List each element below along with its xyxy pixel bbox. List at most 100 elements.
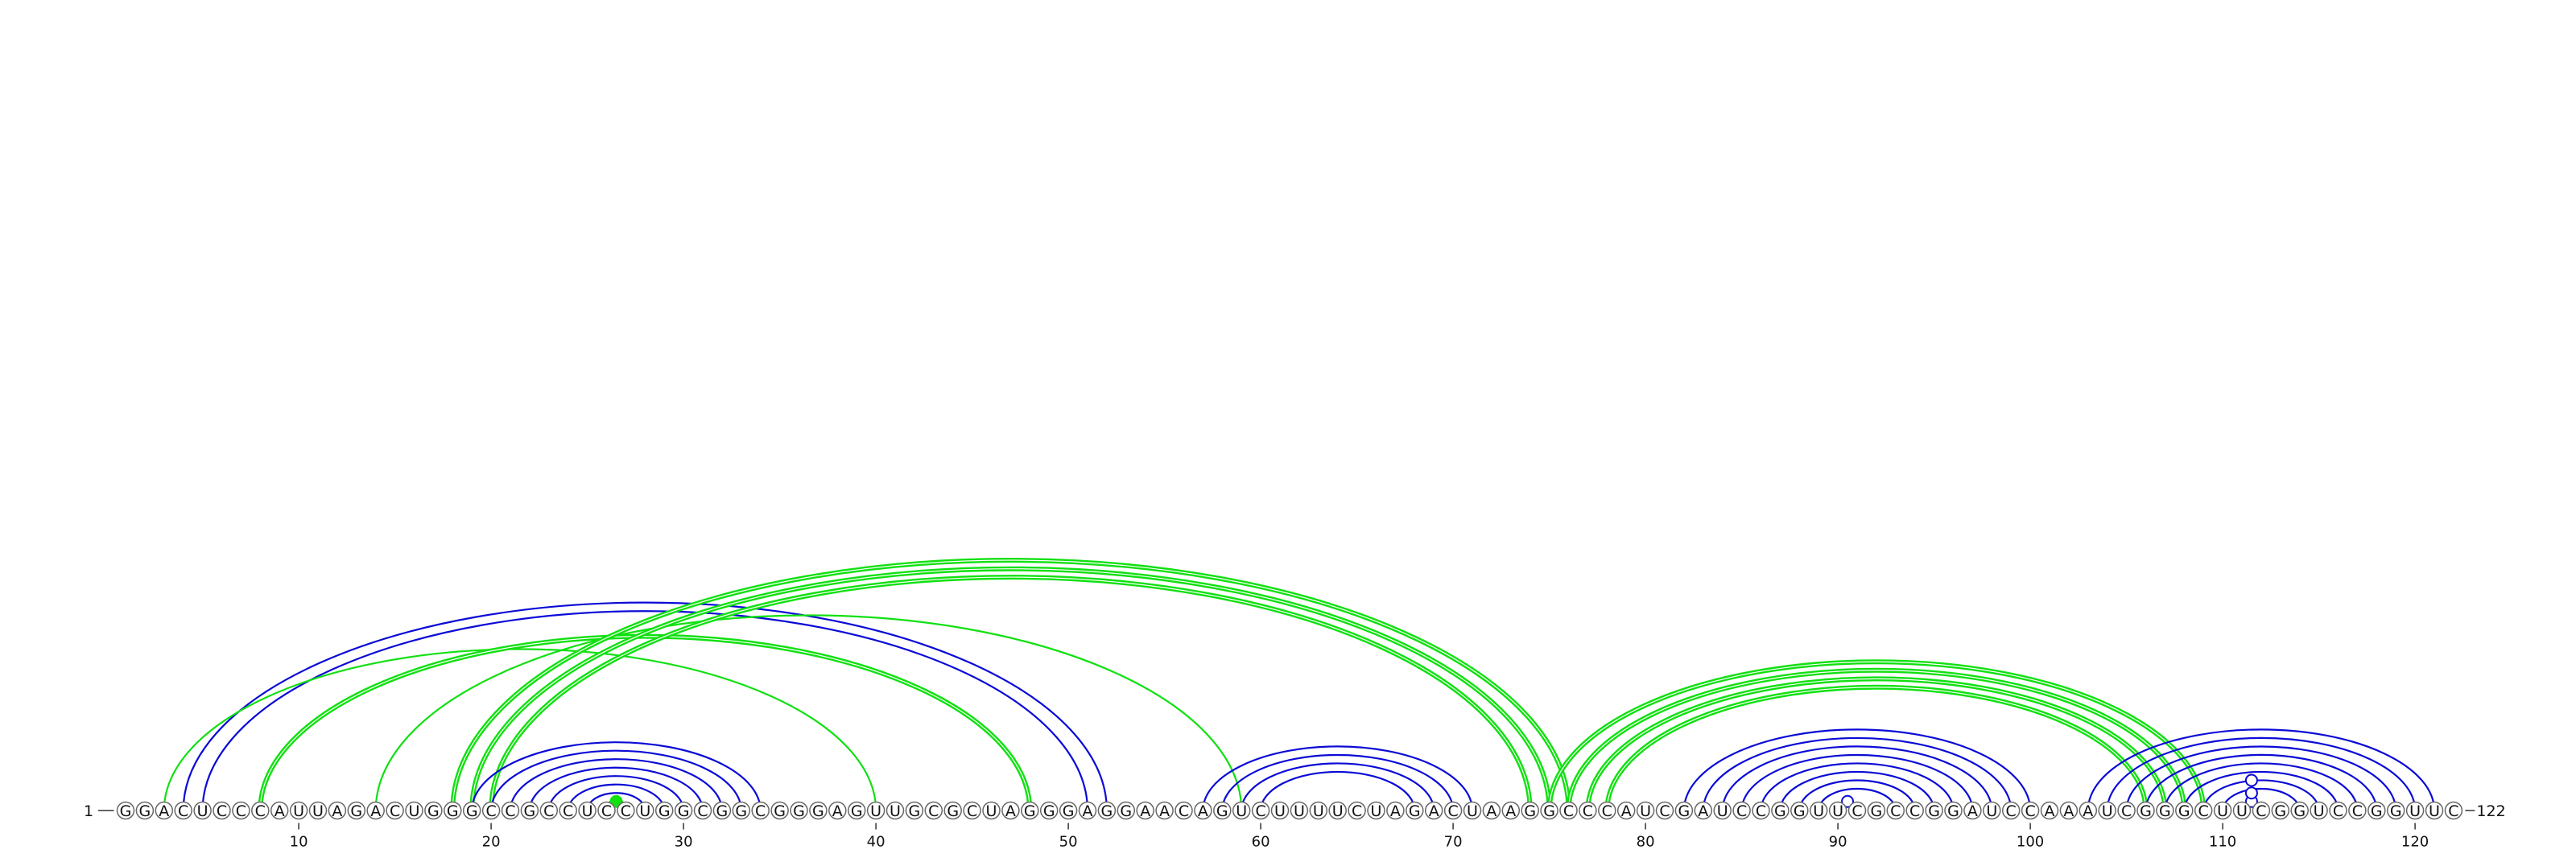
arc-75-109	[1546, 659, 2207, 811]
arc-85-97	[1740, 753, 1974, 811]
nucleotide-circle-16	[405, 801, 423, 820]
nucleotide-79: A	[1621, 802, 1632, 820]
nucleotide-circle-110	[2213, 801, 2232, 820]
nucleotide-66: U	[1371, 802, 1382, 820]
nucleotide-69: A	[1429, 802, 1439, 820]
nucleotide-circle-49	[1039, 801, 1059, 820]
nucleotide-circle-42	[905, 801, 924, 820]
nucleotide-circle-122	[2444, 801, 2463, 820]
nucleotide-14: A	[370, 802, 381, 820]
nucleotide-84: U	[1717, 802, 1728, 820]
nucleotide-circle-37	[809, 801, 828, 820]
nucleotide-22: G	[524, 802, 536, 820]
tick-label-120: 120	[2401, 834, 2429, 851]
arc-20-33	[490, 749, 742, 811]
tick-label-80: 80	[1637, 834, 1655, 851]
arc-86-96	[1760, 762, 1955, 811]
nucleotide-circle-48	[1021, 801, 1039, 820]
nucleotide-circle-57	[1194, 801, 1212, 820]
nucleotide-87: G	[1774, 802, 1786, 820]
arc-84-98	[1721, 745, 1993, 811]
arc-19-75	[469, 566, 1552, 811]
nucleotide-circle-50	[1059, 801, 1078, 820]
nucleotide-circle-64	[1328, 801, 1347, 820]
nucleotide-35: G	[774, 802, 786, 820]
nucleotide-circle-14	[366, 801, 385, 820]
nucleotide-circle-40	[866, 801, 886, 820]
nucleotide-5: U	[197, 802, 208, 820]
nucleotide-circle-70	[1443, 801, 1463, 820]
nucleotide-101: A	[2045, 802, 2055, 820]
nucleotide-65: C	[1352, 802, 1362, 820]
nucleotide-24: C	[563, 802, 573, 820]
nucleotide-3: A	[159, 802, 169, 820]
nucleotide-circle-99	[2001, 801, 2021, 820]
nucleotide-circle-27	[617, 801, 635, 820]
arc-89-93	[1818, 787, 1897, 811]
nucleotide-64: U	[1332, 802, 1344, 820]
nucleotide-circle-113	[2271, 801, 2290, 820]
nucleotide-circle-114	[2290, 801, 2309, 820]
arc-104-120	[2106, 736, 2417, 811]
nucleotide-13: G	[350, 802, 362, 820]
nucleotide-circle-86	[1752, 801, 1770, 820]
nucleotide-80: U	[1640, 802, 1651, 820]
nucleotide-circle-20	[481, 801, 501, 820]
arc-18-76	[450, 558, 1571, 811]
nucleotide-circle-115	[2310, 801, 2328, 820]
nucleotide-circle-112	[2252, 801, 2271, 820]
nucleotide-20: C	[485, 802, 496, 820]
nucleotide-circle-47	[1001, 801, 1020, 820]
nucleotide-117: C	[2352, 802, 2363, 820]
nucleotide-circle-119	[2386, 801, 2405, 820]
nucleotide-48: G	[1024, 802, 1036, 820]
arc-24-29	[567, 783, 666, 811]
nucleotide-15: C	[390, 802, 400, 820]
tick-label-50: 50	[1059, 834, 1078, 851]
nucleotide-circle-26	[597, 801, 616, 820]
nucleotide-91: C	[1852, 802, 1862, 820]
nucleotide-77: C	[1583, 802, 1593, 820]
arc-8-48-core	[259, 636, 1030, 811]
nucleotide-circle-6	[213, 801, 231, 820]
nucleotide-72: A	[1486, 802, 1496, 820]
nucleotide-circle-30	[674, 801, 693, 820]
nucleotide-circle-80	[1636, 801, 1655, 820]
nucleotide-circle-116	[2329, 801, 2347, 820]
nucleotide-circle-82	[1674, 801, 1694, 820]
nucleotide-93: C	[1890, 802, 1901, 820]
nucleotide-71: U	[1467, 802, 1478, 820]
base-pair-arcs	[163, 558, 2436, 811]
nucleotide-9: A	[275, 802, 285, 820]
nucleotide-118: G	[2371, 802, 2383, 820]
arc-59-69	[1241, 762, 1435, 811]
nucleotide-circle-44	[943, 801, 962, 820]
nucleotide-circle-5	[193, 801, 212, 820]
nucleotide-16: U	[409, 802, 420, 820]
nucleotide-circle-81	[1655, 801, 1674, 820]
nucleotide-59: U	[1236, 802, 1247, 820]
nucleotide-120: U	[2409, 802, 2421, 820]
nucleotide-111: U	[2236, 802, 2248, 820]
nucleotide-53: G	[1120, 802, 1132, 820]
arc-14-59	[374, 614, 1243, 811]
arc-58-70	[1221, 753, 1455, 811]
nucleotide-49: G	[1043, 802, 1055, 820]
nucleotide-6: C	[217, 802, 227, 820]
pair-marker-1	[609, 794, 623, 808]
nucleotide-circle-107	[2156, 801, 2174, 820]
nucleotide-67: A	[1390, 802, 1401, 820]
nucleotide-74: G	[1524, 802, 1536, 820]
nucleotide-circle-109	[2194, 801, 2213, 820]
nucleotide-11: U	[312, 802, 324, 820]
nucleotide-circle-117	[2348, 801, 2367, 820]
arc-3-40	[163, 648, 877, 811]
nucleotide-115: U	[2314, 802, 2325, 820]
nucleotide-circle-96	[1944, 801, 1963, 820]
nucleotide-99: C	[2006, 802, 2017, 820]
nucleotide-33: G	[735, 802, 747, 820]
nucleotide-34: C	[755, 802, 766, 820]
arc-87-95	[1779, 770, 1935, 811]
arc-57-71	[1202, 745, 1474, 811]
